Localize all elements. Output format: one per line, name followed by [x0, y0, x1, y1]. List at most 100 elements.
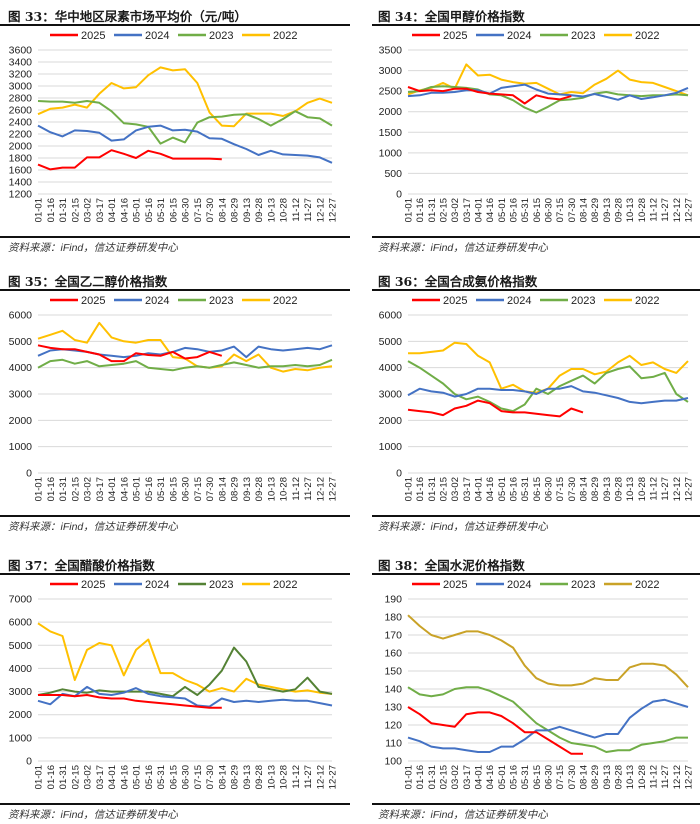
series-line-2025 [407, 399, 584, 418]
chart-title: 图 34：全国甲醇价格指数 [378, 9, 525, 24]
legend-label: 2025 [443, 30, 467, 42]
x-tick-label: 05-16 [509, 765, 520, 789]
x-tick-label: 03-17 [95, 198, 106, 222]
series-line-2024 [407, 385, 689, 405]
x-tick-label: 11-12 [291, 765, 302, 789]
chart-fig34: 2025 2024 2023 2022 0 500 1000 1500 2000 2500 3000… [379, 30, 695, 222]
x-tick-label: 09-13 [242, 765, 253, 789]
x-tick-label: 01-01 [34, 477, 45, 501]
legend-label: 2022 [635, 295, 659, 307]
x-tick-label: 12-27 [684, 198, 695, 222]
x-tick-label: 09-13 [602, 198, 613, 222]
source-rest: ，信达证券研发中心 [83, 809, 178, 821]
x-tick-label: 05-01 [497, 765, 508, 789]
x-tick-label: 02-15 [439, 765, 450, 789]
legend-label: 2023 [209, 30, 233, 42]
legend-label: 2022 [273, 295, 297, 307]
x-tick-label: 06-30 [181, 198, 192, 222]
chart-fig36: 2025 2024 2023 2022 0 1000 2000 3000 4000 5000 600… [379, 295, 695, 501]
y-tick-label: 2400 [9, 117, 33, 129]
legend-item-2023: 2023 [540, 295, 595, 307]
source-ifind: iFind [60, 242, 84, 254]
series-line-2025 [407, 706, 583, 755]
source-rest: ，信达证券研发中心 [453, 809, 548, 821]
x-tick-label: 01-01 [404, 198, 415, 222]
title-divider [0, 24, 350, 26]
y-tick-label: 1000 [379, 147, 403, 159]
panel-fig35: 图 35：全国乙二醇价格指数 2025 2024 2023 2022 0 1000 2000… [0, 265, 350, 535]
y-tick-label: 130 [384, 702, 402, 714]
x-tick-label: 12-12 [315, 198, 326, 222]
x-tick-label: 04-01 [107, 477, 118, 501]
legend-label: 2022 [635, 579, 659, 591]
legend-label: 2025 [81, 30, 105, 42]
x-tick-label: 10-13 [266, 477, 277, 501]
series-group [407, 63, 689, 114]
x-tick-label: 08-14 [579, 765, 590, 789]
legend: 2025 2024 2023 2022 [412, 579, 659, 591]
legend-item-2023: 2023 [178, 579, 233, 591]
x-tick-label: 05-16 [144, 765, 155, 789]
x-tick-label: 09-28 [614, 477, 625, 501]
x-tick-label: 12-12 [672, 765, 683, 789]
legend-item-2022: 2022 [604, 295, 659, 307]
x-tick-label: 05-01 [497, 198, 508, 222]
x-tick-label: 01-16 [415, 765, 426, 789]
x-tick-label: 04-16 [485, 477, 496, 501]
x-tick-label: 09-28 [254, 477, 265, 501]
y-tick-label: 1000 [9, 732, 33, 744]
x-tick-label: 09-13 [602, 477, 613, 501]
source-rest: ，信达证券研发中心 [83, 521, 178, 533]
x-tick-label: 08-29 [590, 477, 601, 501]
x-axis: 01-01 01-16 01-31 02-15 03-02 03-17 04-01 04-16… [404, 765, 695, 789]
x-tick-label: 10-28 [637, 198, 648, 222]
legend-item-2025: 2025 [50, 295, 105, 307]
legend-item-2024: 2024 [476, 295, 531, 307]
x-tick-label: 03-17 [462, 765, 473, 789]
legend-item-2023: 2023 [540, 579, 595, 591]
x-tick-label: 08-14 [579, 477, 590, 501]
x-tick-label: 05-31 [156, 477, 167, 501]
x-tick-label: 03-02 [83, 477, 94, 501]
legend-label: 2022 [273, 579, 297, 591]
y-tick-label: 3200 [9, 69, 33, 81]
legend-label: 2024 [145, 30, 169, 42]
x-tick-label: 07-30 [205, 198, 216, 222]
y-tick-label: 2000 [379, 106, 403, 118]
legend-item-2022: 2022 [604, 30, 659, 42]
x-tick-label: 12-27 [328, 198, 339, 222]
x-tick-label: 05-16 [509, 198, 520, 222]
legend-label: 2025 [443, 579, 467, 591]
x-tick-label: 03-17 [462, 477, 473, 501]
x-tick-label: 04-16 [119, 198, 130, 222]
legend-label: 2025 [443, 295, 467, 307]
legend: 2025 2024 2023 2022 [412, 295, 659, 307]
y-axis: 0 1000 2000 3000 4000 5000 6000 [9, 310, 332, 480]
series-line-2024 [407, 83, 689, 101]
x-tick-label: 04-01 [107, 765, 118, 789]
x-tick-label: 09-28 [614, 765, 625, 789]
series-line-2022 [407, 614, 689, 688]
x-tick-label: 10-28 [637, 477, 648, 501]
x-tick-label: 02-15 [70, 198, 81, 222]
source-divider [0, 803, 350, 805]
x-tick-label: 09-13 [602, 765, 613, 789]
x-tick-label: 03-02 [83, 198, 94, 222]
x-tick-label: 10-13 [625, 765, 636, 789]
series-line-2024 [37, 124, 333, 164]
x-tick-label: 11-12 [649, 765, 660, 789]
y-tick-label: 3000 [9, 81, 33, 93]
x-tick-label: 08-29 [590, 198, 601, 222]
x-tick-label: 07-15 [193, 765, 204, 789]
x-tick-label: 04-16 [485, 765, 496, 789]
x-tick-label: 01-16 [46, 198, 57, 222]
x-axis: 01-01 01-16 01-31 02-15 03-02 03-17 04-01 04-16… [34, 198, 339, 222]
x-tick-label: 08-14 [217, 198, 228, 222]
x-tick-label: 09-28 [614, 198, 625, 222]
source-rest: ，信达证券研发中心 [453, 521, 548, 533]
y-tick-label: 0 [26, 756, 32, 768]
source-rest: ，信达证券研发中心 [83, 242, 178, 254]
x-tick-label: 07-15 [555, 765, 566, 789]
y-axis: 1200140016001800200022002400260028003000… [9, 45, 332, 201]
x-tick-label: 08-29 [230, 765, 241, 789]
